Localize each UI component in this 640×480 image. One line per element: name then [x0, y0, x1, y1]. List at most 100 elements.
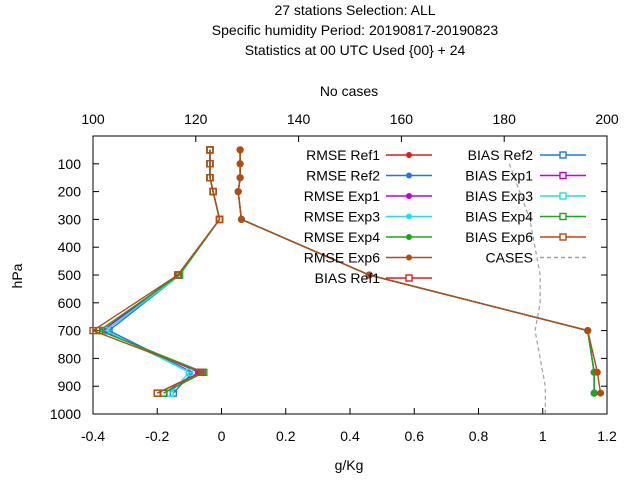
x-tick-label: 0.4 — [340, 428, 360, 444]
x-tick-label: 0.8 — [469, 428, 489, 444]
legend-marker — [559, 151, 567, 159]
legend-marker — [406, 254, 412, 261]
y-tick-label: 900 — [58, 378, 82, 394]
data-point — [206, 160, 214, 168]
legend-item: RMSE Exp6 — [304, 250, 432, 266]
legend-item: RMSE Ref2 — [306, 168, 432, 184]
cases-line — [508, 163, 546, 414]
series-rmse-exp3 — [234, 146, 598, 397]
legend-label: RMSE Ref2 — [306, 168, 380, 184]
data-point — [584, 327, 592, 335]
legend-item: RMSE Exp4 — [304, 229, 432, 245]
legend-marker — [406, 234, 412, 240]
legend-label: BIAS Exp6 — [465, 229, 533, 245]
legend-label: RMSE Exp3 — [304, 209, 380, 225]
data-point — [198, 368, 206, 376]
y-tick-label: 1000 — [50, 406, 81, 422]
series-rmse-ref2 — [234, 146, 598, 397]
data-point — [365, 271, 373, 279]
data-point — [236, 146, 244, 154]
legend-item: RMSE Exp1 — [304, 188, 432, 204]
title-line-3: Statistics at 00 UTC Used {00} + 24 — [245, 42, 466, 58]
data-point — [237, 215, 245, 223]
legend-item: BIAS Exp4 — [465, 209, 586, 225]
legend-label: BIAS Exp1 — [465, 168, 533, 184]
legend-marker — [559, 171, 567, 180]
x2-axis-label: No cases — [320, 83, 378, 99]
chart-title: 27 stations Selection: ALL Specific humi… — [212, 2, 499, 58]
data-point — [597, 389, 605, 397]
series-line — [237, 149, 595, 394]
legend-marker — [559, 192, 567, 200]
x-tick-label: 1 — [539, 428, 547, 444]
series-line — [237, 149, 595, 394]
series-bias-exp6 — [89, 146, 224, 397]
data-point — [215, 215, 224, 224]
y-tick-label: 600 — [58, 295, 82, 311]
x2-tick-label: 140 — [287, 111, 311, 127]
series-rmse-exp4 — [234, 146, 598, 397]
series-bias-ref2 — [105, 146, 224, 397]
y-tick-label: 200 — [58, 184, 82, 200]
title-line-2: Specific humidity Period: 20190817-20190… — [212, 22, 499, 38]
legend-item: RMSE Exp3 — [304, 209, 432, 225]
data-point — [206, 146, 214, 154]
data-point — [236, 160, 244, 168]
legend-item: BIAS Exp3 — [465, 188, 586, 204]
y-tick-label: 100 — [58, 156, 82, 172]
legend-label: CASES — [486, 250, 533, 266]
y-tick-label: 500 — [58, 267, 82, 283]
legend-marker — [405, 274, 413, 282]
cases-series — [508, 163, 546, 414]
x-tick-label: 1.2 — [597, 428, 617, 444]
axis-ticks: -0.4 -0.2 0 0.2 0.4 0.6 0.8 1 1.2 100 120 140 160 180… — [50, 111, 619, 444]
legend-item: BIAS Ref2 — [468, 147, 586, 163]
y-tick-label: 800 — [58, 350, 82, 366]
title-line-1: 27 stations Selection: ALL — [274, 2, 435, 18]
legend-item: CASES — [486, 250, 586, 266]
series-line — [237, 149, 595, 394]
legend-label: RMSE Exp1 — [304, 188, 380, 204]
data-point — [185, 368, 194, 376]
y-axis-label: hPa — [9, 263, 25, 288]
series-layer — [89, 146, 605, 397]
x2-tick-label: 160 — [390, 111, 414, 127]
series-rmse-exp1 — [234, 146, 598, 397]
legend-marker — [559, 212, 567, 221]
legend-marker — [406, 152, 412, 158]
legend-label: BIAS Ref1 — [315, 270, 381, 286]
series-line — [237, 149, 595, 394]
data-point — [236, 174, 244, 182]
legend-label: BIAS Exp3 — [465, 188, 533, 204]
y-tick-label: 700 — [58, 323, 82, 339]
data-point — [234, 188, 242, 196]
data-point — [209, 187, 217, 196]
x2-tick-label: 180 — [493, 111, 517, 127]
series-rmse-exp6 — [234, 146, 605, 397]
legend-label: RMSE Exp4 — [304, 229, 380, 245]
legend-marker — [406, 193, 412, 199]
series-line — [237, 149, 595, 394]
data-point — [153, 389, 161, 397]
legend-item: RMSE Ref1 — [306, 147, 432, 163]
series-bias-exp3 — [102, 146, 224, 397]
data-point — [206, 173, 214, 182]
legend-marker — [406, 213, 412, 220]
y-tick-label: 400 — [58, 239, 82, 255]
x-tick-label: 0.2 — [276, 428, 296, 444]
x-tick-label: -0.4 — [81, 428, 105, 444]
x-tick-label: -0.2 — [145, 428, 169, 444]
data-point — [174, 271, 182, 279]
series-rmse-ref1 — [234, 146, 598, 397]
legend-item: BIAS Ref1 — [315, 270, 432, 286]
legend-label: BIAS Ref2 — [468, 147, 534, 163]
x2-tick-label: 100 — [81, 111, 105, 127]
x-axis-label: g/Kg — [335, 457, 364, 473]
x-tick-label: 0.6 — [405, 428, 425, 444]
legend-label: RMSE Ref1 — [306, 147, 380, 163]
x-tick-label: 0 — [218, 428, 226, 444]
data-point — [89, 326, 97, 335]
legend-marker — [559, 233, 567, 241]
series-bias-exp4 — [95, 146, 224, 397]
